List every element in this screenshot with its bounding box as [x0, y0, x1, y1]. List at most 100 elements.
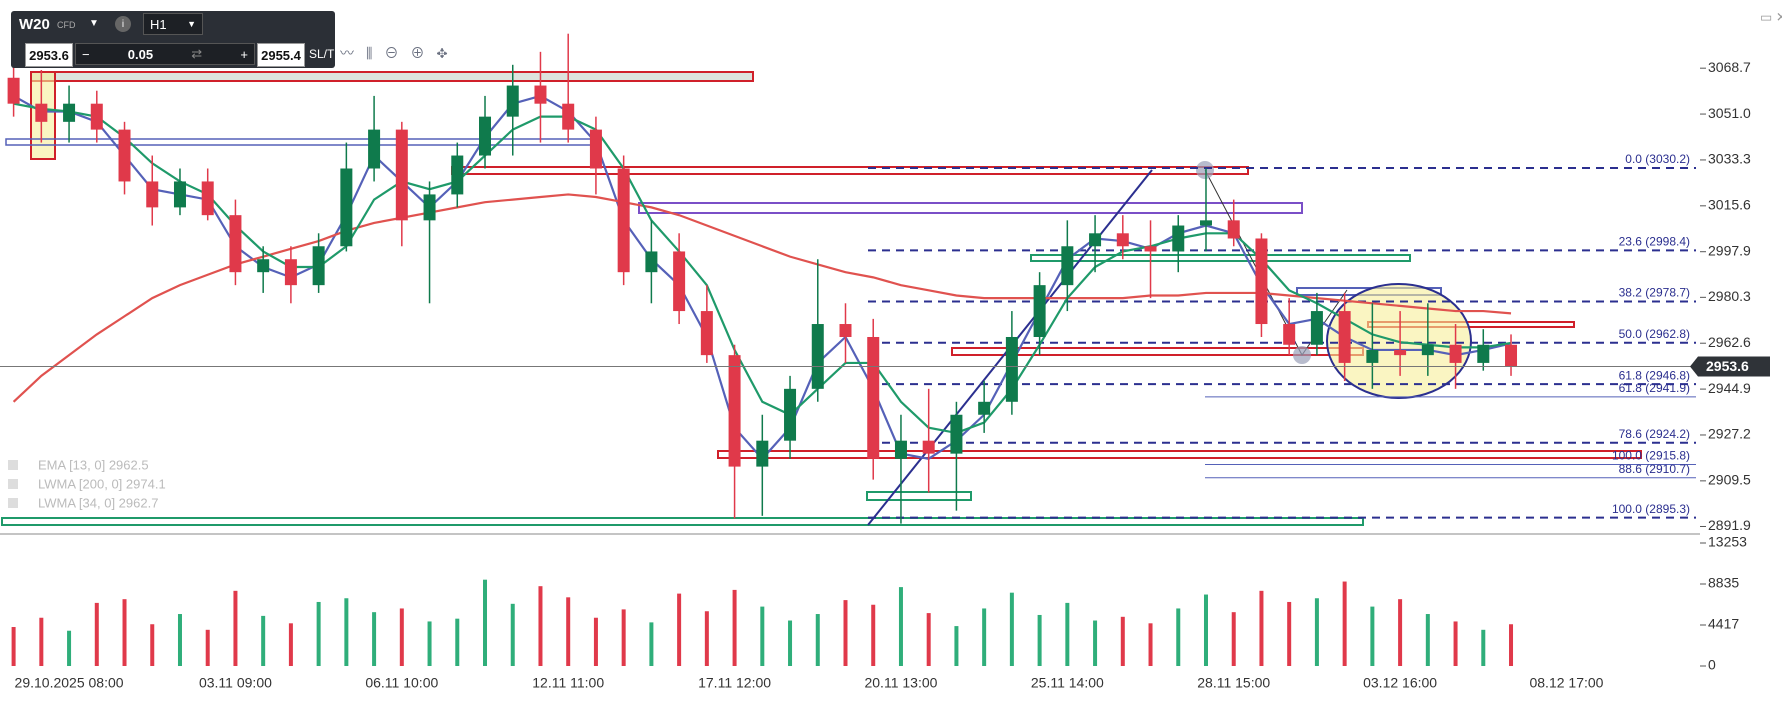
x-tick-label: 17.11 12:00 [698, 675, 771, 691]
volume-tick-label: 8835 [1708, 575, 1739, 591]
volume-bar [538, 586, 543, 666]
volume-bar [843, 600, 848, 666]
volume-bar [954, 626, 959, 666]
y-tick-label: 2927.2 [1708, 426, 1751, 442]
volume-bar [122, 599, 127, 666]
candle-body [7, 77, 20, 104]
fib-label: 61.8 (2941.9) [1619, 381, 1690, 395]
volume-bar [94, 602, 99, 666]
volume-bar [39, 617, 44, 666]
last-price-label: 2953.6 [1706, 358, 1749, 374]
ma-line [13, 94, 1512, 461]
candle-body [201, 181, 214, 216]
candle-body [229, 215, 242, 273]
x-tick-label: 08.12 17:00 [1529, 675, 1603, 691]
chart-tools[interactable]: 〰⫼⊖⊕✥ [340, 45, 460, 61]
zone [451, 166, 1249, 175]
candle-body [784, 388, 797, 441]
candle-body [756, 440, 769, 467]
volume-bar [926, 613, 931, 666]
candle-body [1505, 344, 1518, 367]
zone [866, 491, 972, 501]
volume-tick-label: 0 [1708, 657, 1716, 673]
volume-bar [1148, 623, 1153, 666]
zone [1030, 254, 1411, 262]
volume-bar [288, 623, 293, 666]
candle-body [1172, 225, 1185, 252]
bid-price[interactable]: 2953.6 [25, 43, 73, 67]
legend-swatch [8, 479, 18, 489]
candle-body [617, 168, 630, 273]
zone [638, 202, 1303, 214]
volume-bar [510, 603, 515, 666]
symbol-type: CFD [57, 20, 76, 30]
fib-label: 38.2 (2978.7) [1619, 286, 1690, 300]
window-icons[interactable]: ▭ ✕ [1760, 9, 1782, 24]
volume-bar [150, 624, 155, 666]
x-tick-label: 03.12 16:00 [1363, 675, 1437, 691]
candle-body [395, 129, 408, 221]
sltp-button[interactable]: SL/TP [309, 47, 343, 61]
anchor-point [1196, 161, 1214, 179]
volume-bar [1259, 590, 1264, 666]
swap[interactable]: ⇄ [191, 46, 203, 61]
candle-body [1089, 233, 1102, 247]
volume-bar [566, 597, 571, 666]
volume-bar [1370, 606, 1375, 666]
candle-body [700, 311, 713, 356]
fib-label: 78.6 (2924.2) [1619, 427, 1690, 441]
candle-body [811, 324, 824, 389]
y-tick-label: 3068.7 [1708, 59, 1751, 75]
candle-body [867, 336, 880, 459]
volume-bar [1065, 602, 1070, 666]
volume-bar [1287, 601, 1292, 666]
lot-input[interactable]: − 0.05 ⇄ + [75, 43, 255, 65]
symbol-dropdown[interactable]: ▼ [89, 17, 99, 29]
candle-body [63, 103, 76, 122]
drawings [1, 71, 1642, 526]
timeframe-select[interactable]: H1 ▼ [143, 13, 203, 35]
last-price-box [1690, 356, 1770, 377]
info-icon[interactable]: i [115, 16, 131, 32]
volume-bar [1342, 581, 1347, 666]
candle-body [1283, 324, 1296, 345]
candle-body [35, 103, 48, 122]
x-tick-label: 20.11 13:00 [864, 675, 937, 691]
candle-body [118, 129, 131, 182]
candle-body [1144, 246, 1157, 252]
candle-body [146, 181, 159, 208]
volume-bar [621, 609, 626, 666]
candle-body [340, 168, 353, 247]
legend-swatch [8, 498, 18, 508]
legend-entry: EMA [13, 0] 2962.5 [38, 457, 149, 472]
symbol[interactable]: W20 [19, 15, 50, 33]
volume-tick-label: 4417 [1708, 616, 1739, 632]
volume-bar [788, 620, 793, 666]
candle-body [1227, 220, 1240, 239]
fib-label: 100.0 (2895.3) [1612, 502, 1690, 516]
volume-bar [1009, 592, 1014, 666]
volume-bar [649, 622, 654, 666]
x-tick-label: 12.11 11:00 [532, 675, 604, 691]
candle-body [1421, 344, 1434, 356]
volume-bar [593, 617, 598, 666]
fib-label: 88.6 (2910.7) [1619, 462, 1690, 476]
volume-bar [1481, 629, 1486, 666]
candle-body [922, 440, 935, 454]
plus[interactable]: + [240, 46, 248, 62]
candle-body [1394, 349, 1407, 356]
lot: 0.05 [127, 46, 154, 62]
candle-body [1005, 336, 1018, 402]
volume-bar [760, 606, 765, 666]
minus[interactable]: − [82, 46, 90, 62]
volume-bar [483, 579, 488, 666]
ask-price[interactable]: 2955.4 [257, 43, 305, 67]
volume-bar [399, 608, 404, 666]
candle-body [1199, 220, 1212, 226]
candle-body [728, 355, 741, 467]
candle-body [1310, 311, 1323, 345]
candle-body [1366, 349, 1379, 363]
zone [1, 517, 1364, 526]
